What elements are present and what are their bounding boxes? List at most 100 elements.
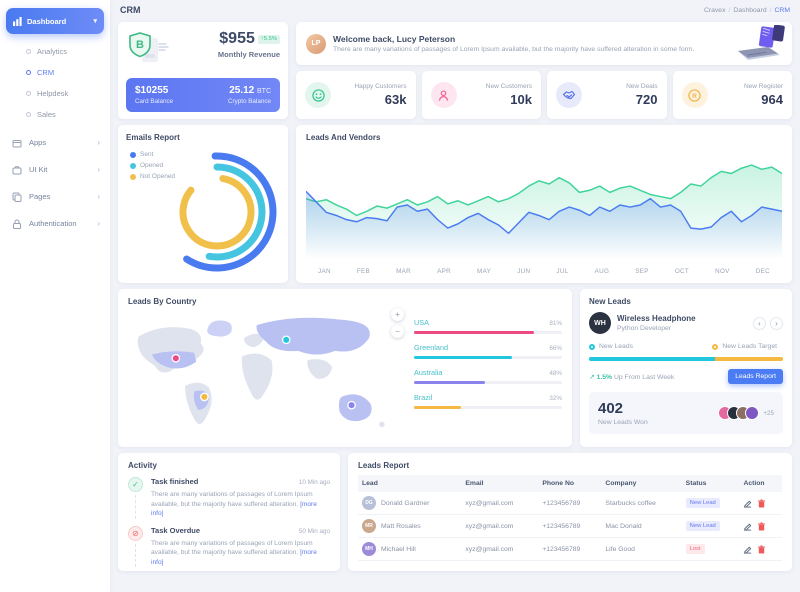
sidebar-item-analytics[interactable]: Analytics: [0, 41, 110, 62]
sidebar-item-pages[interactable]: Pages ›: [0, 183, 110, 210]
won-avatars-more: +25: [763, 410, 774, 417]
map-africa: [242, 353, 273, 399]
new-leads-card: New Leads WH Wireless Headphone Python D…: [580, 289, 792, 447]
new-leads-legend-dot: [589, 344, 595, 350]
map-marker[interactable]: [172, 355, 179, 362]
stat-new-register: R New Register 964: [673, 71, 793, 119]
revenue-delta-badge: ↑5.5%: [258, 35, 280, 44]
leads-vendors-card: Leads And Vendors JANFEBMARAPRMAYJUNJULA…: [296, 125, 792, 283]
activity-item-overdue: ⊘ Task Overdue 50 Min ago There are many…: [128, 526, 330, 568]
sidebar-item-apps[interactable]: Apps ›: [0, 129, 110, 156]
email-cell: xyz@gmail.com: [461, 538, 538, 561]
leads-won-panel: 402 New Leads Won +25: [589, 392, 783, 434]
emails-report-title: Emails Report: [126, 133, 280, 142]
month-label: FEB: [357, 268, 370, 275]
prev-lead-button[interactable]: ‹: [753, 317, 766, 330]
map-marker[interactable]: [201, 393, 208, 400]
leads-report-card: Leads Report LeadEmailPhone NoCompanySta…: [348, 453, 792, 571]
stat-new-deals: New Deals 720: [547, 71, 667, 119]
country-row: USA81%: [414, 318, 562, 334]
world-map: + −: [128, 306, 404, 439]
sidebar-item-crm[interactable]: CRM: [0, 62, 110, 83]
monthly-revenue-card: B $955↑5.5% Monthly Revenue $10255 Card …: [118, 22, 288, 119]
country-bar-fill: [414, 331, 534, 334]
country-name: USA: [414, 318, 429, 327]
delete-icon[interactable]: [757, 545, 766, 554]
person-icon: [437, 89, 450, 102]
delete-icon[interactable]: [757, 499, 766, 508]
month-label: JUN: [517, 268, 530, 275]
delete-icon[interactable]: [757, 522, 766, 531]
edit-icon[interactable]: [743, 499, 752, 508]
month-label: AUG: [595, 268, 610, 275]
stat-label: New Deals: [626, 83, 657, 90]
edit-icon[interactable]: [743, 545, 752, 554]
breadcrumb-current: CRM: [775, 7, 790, 14]
edit-icon[interactable]: [743, 522, 752, 531]
country-row: Australia 48%: [414, 368, 562, 384]
won-avatars: [718, 406, 759, 420]
column-header-phone-no[interactable]: Phone No: [538, 475, 601, 492]
month-label: NOV: [715, 268, 730, 275]
month-label: MAY: [477, 268, 491, 275]
phone-cell: +123456789: [538, 538, 601, 561]
country-percent: 48%: [549, 370, 562, 377]
table-row[interactable]: DGDonald Gardner xyz@gmail.com +12345678…: [358, 492, 782, 515]
main-content: CRM Cravex/ Dashboard/ CRM B: [110, 0, 800, 592]
crm-dashboard-page: Dashboard ▾ AnalyticsCRMHelpdeskSales Ap…: [0, 0, 800, 592]
sidebar-item-ui-kit[interactable]: UI Kit ›: [0, 156, 110, 183]
lead-row-avatar: MH: [362, 542, 376, 556]
column-header-lead[interactable]: Lead: [358, 475, 461, 492]
legend-dot: [130, 163, 136, 169]
breadcrumb-dashboard[interactable]: Dashboard: [733, 7, 766, 14]
sidebar-item-dashboard[interactable]: Dashboard ▾: [6, 8, 104, 34]
sidebar-dashboard-label: Dashboard: [27, 17, 66, 26]
new-leads-target-legend-label: New Leads Target: [722, 343, 777, 350]
country-name: Australia: [414, 368, 442, 377]
weekly-change-text: ↗ 1.5% Up From Last Week: [589, 373, 674, 381]
sidebar-item-helpdesk[interactable]: Helpdesk: [0, 83, 110, 104]
month-label: JAN: [318, 268, 331, 275]
new-leads-title: New Leads: [589, 297, 783, 306]
country-name: Greenland: [414, 343, 448, 352]
breadcrumb-home[interactable]: Cravex: [704, 7, 726, 14]
table-row[interactable]: MRMatt Rosales xyz@gmail.com +123456789 …: [358, 515, 782, 538]
country-name: Brazil: [414, 393, 432, 402]
leads-vendors-title: Leads And Vendors: [306, 133, 782, 142]
next-lead-button[interactable]: ›: [770, 317, 783, 330]
sidebar-item-authentication[interactable]: Authentication ›: [0, 210, 110, 237]
stat-label: New Customers: [486, 83, 532, 90]
map-marker[interactable]: [348, 401, 355, 408]
world-map-svg: [128, 306, 404, 439]
sidebar-item-sales[interactable]: Sales: [0, 104, 110, 125]
welcome-card: LP Welcome back, Lucy Peterson There are…: [296, 22, 792, 65]
status-badge: Lost: [686, 544, 705, 554]
country-bar-fill: [414, 356, 512, 359]
company-cell: Life Good: [601, 538, 681, 561]
column-header-status[interactable]: Status: [682, 475, 740, 492]
lead-row-avatar: MR: [362, 519, 376, 533]
registered-icon: R: [688, 89, 701, 102]
sidebar: Dashboard ▾ AnalyticsCRMHelpdeskSales Ap…: [0, 0, 110, 592]
country-bar-fill: [414, 406, 461, 409]
column-header-action[interactable]: Action: [739, 475, 782, 492]
country-row: Brazil32%: [414, 393, 562, 409]
legend-dot: [130, 174, 136, 180]
map-zoom-in-button[interactable]: +: [391, 308, 404, 321]
column-header-email[interactable]: Email: [461, 475, 538, 492]
map-marker[interactable]: [283, 336, 290, 343]
map-south-asia: [307, 359, 332, 379]
table-row[interactable]: MHMichael Hill xyz@gmail.com +123456789 …: [358, 538, 782, 561]
column-header-company[interactable]: Company: [601, 475, 681, 492]
breadcrumb: Cravex/ Dashboard/ CRM: [704, 7, 790, 14]
shield-bitcoin-icon: B: [126, 30, 170, 70]
leads-report-button[interactable]: Leads Report: [728, 369, 783, 384]
stat-label: Happy Customers: [354, 83, 406, 90]
map-zoom-out-button[interactable]: −: [391, 325, 404, 338]
stat-label: New Register: [744, 83, 783, 90]
box-icon: [12, 138, 22, 148]
monthly-revenue-value: $955: [219, 30, 255, 47]
map-nz: [379, 422, 385, 428]
stat-value: 964: [744, 92, 783, 107]
country-bar-fill: [414, 381, 485, 384]
